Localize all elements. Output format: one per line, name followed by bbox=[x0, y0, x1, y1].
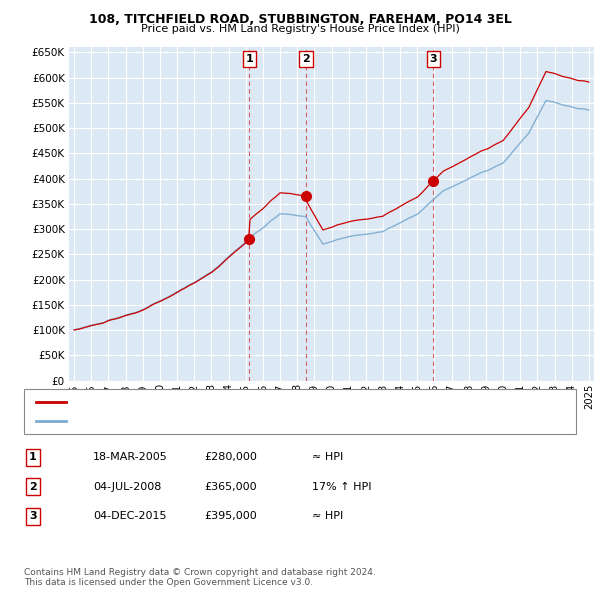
Text: Price paid vs. HM Land Registry's House Price Index (HPI): Price paid vs. HM Land Registry's House … bbox=[140, 24, 460, 34]
Text: £395,000: £395,000 bbox=[204, 512, 257, 521]
Text: 3: 3 bbox=[430, 54, 437, 64]
Text: 108, TITCHFIELD ROAD, STUBBINGTON, FAREHAM, PO14 3EL (detached house): 108, TITCHFIELD ROAD, STUBBINGTON, FAREH… bbox=[75, 397, 467, 407]
Text: ≈ HPI: ≈ HPI bbox=[312, 453, 343, 462]
Text: £365,000: £365,000 bbox=[204, 482, 257, 491]
Text: 04-JUL-2008: 04-JUL-2008 bbox=[93, 482, 161, 491]
Text: ≈ HPI: ≈ HPI bbox=[312, 512, 343, 521]
Text: 2: 2 bbox=[302, 54, 310, 64]
Text: 18-MAR-2005: 18-MAR-2005 bbox=[93, 453, 168, 462]
Text: £280,000: £280,000 bbox=[204, 453, 257, 462]
Text: 17% ↑ HPI: 17% ↑ HPI bbox=[312, 482, 371, 491]
Text: 2: 2 bbox=[29, 482, 37, 491]
Text: 04-DEC-2015: 04-DEC-2015 bbox=[93, 512, 167, 521]
Text: 3: 3 bbox=[29, 512, 37, 521]
Text: 108, TITCHFIELD ROAD, STUBBINGTON, FAREHAM, PO14 3EL: 108, TITCHFIELD ROAD, STUBBINGTON, FAREH… bbox=[89, 13, 511, 26]
Text: HPI: Average price, detached house, Fareham: HPI: Average price, detached house, Fare… bbox=[75, 417, 302, 426]
Text: Contains HM Land Registry data © Crown copyright and database right 2024.
This d: Contains HM Land Registry data © Crown c… bbox=[24, 568, 376, 587]
Text: 1: 1 bbox=[245, 54, 253, 64]
Text: 1: 1 bbox=[29, 453, 37, 462]
